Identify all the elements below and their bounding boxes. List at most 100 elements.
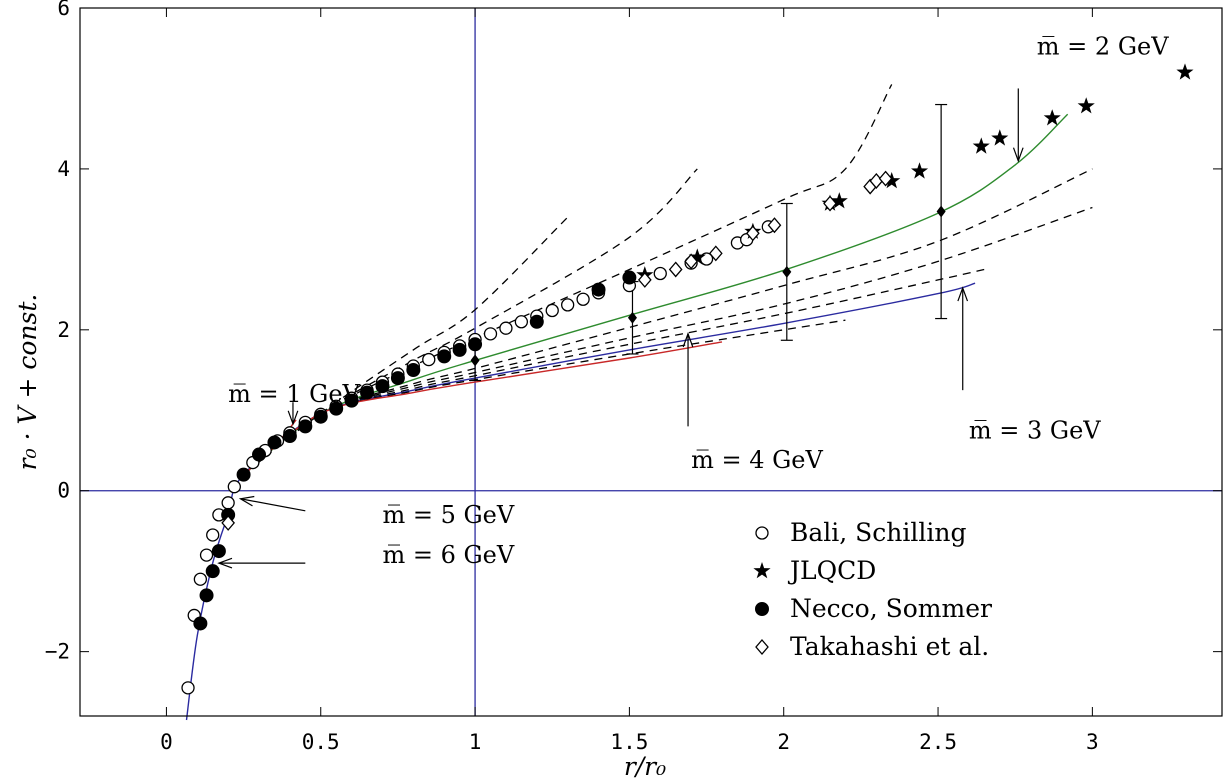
open-diamond-point (684, 253, 698, 270)
solid-curve (243, 341, 723, 476)
open-circle-point (483, 327, 498, 341)
filled-circle-point (282, 429, 297, 444)
x-axis-label: r/r₀ (624, 752, 666, 781)
open-diamond-icon (755, 639, 769, 655)
open-diamond-point (708, 245, 723, 262)
x-tick-label: 0.5 (302, 730, 340, 754)
star-point (1077, 97, 1095, 114)
open-circle-point (545, 303, 559, 318)
star-point (883, 172, 901, 189)
star-point (991, 129, 1009, 146)
plot-frame (79, 7, 1223, 717)
y-tick-label: −2 (45, 640, 70, 664)
dashed-curve (243, 168, 698, 476)
star-icon (753, 562, 771, 579)
filled-circle-point (591, 282, 606, 297)
open-diamond-point (745, 225, 760, 242)
error-bars (469, 103, 948, 382)
y-tick-label: 0 (57, 479, 70, 503)
errorbar-point (782, 265, 792, 278)
x-tick-label: 0 (160, 730, 173, 754)
solid-curve (185, 282, 976, 721)
star-point (1043, 109, 1061, 126)
annotation-arrowhead (287, 410, 299, 426)
open-circle-icon (755, 526, 769, 540)
legend-label: Bali, Schilling (790, 518, 966, 547)
errorbar-point (627, 311, 637, 324)
star-point (1176, 63, 1194, 80)
open-circle-point (227, 480, 241, 494)
star-point (688, 248, 706, 265)
filled-circle-point (199, 588, 214, 603)
annotations: m̅ = 1 GeV m̅ = 2 GeV m̅ = 3 GeV m̅ = 4 GeV… (217, 33, 1169, 569)
star-point (972, 137, 990, 154)
y-tick-label: 4 (57, 157, 70, 181)
filled-circle-point (313, 409, 328, 424)
filled-circle-point (329, 401, 344, 416)
filled-circle-point (437, 349, 452, 364)
annotation-arrowhead (1012, 147, 1024, 163)
x-tick-label: 2.5 (919, 730, 957, 754)
open-circle-point (193, 572, 208, 586)
legend-label: Necco, Sommer (790, 594, 992, 623)
x-tick-label: 1.5 (610, 730, 648, 754)
x-tick-label: 3 (1086, 730, 1099, 754)
annotation-label: m̅ = 5 GeV (382, 501, 514, 529)
open-diamond-point (221, 514, 236, 531)
annotation-label: m̅ = 1 GeV (228, 380, 360, 408)
open-circle-point (422, 352, 436, 367)
star-point (830, 192, 848, 209)
y-axis-label: r₀ · V + const. (13, 294, 42, 471)
filled-circle-point (344, 393, 359, 408)
filled-circle-point (211, 544, 226, 559)
open-circle-point (221, 496, 235, 510)
open-circle-point (206, 528, 220, 542)
filled-circle-point (529, 314, 544, 329)
filled-circle-point (360, 385, 375, 400)
dashed-curve (243, 268, 985, 476)
annotation-arrow (240, 498, 306, 512)
filled-circle-point (236, 467, 251, 482)
open-diamond-point (767, 217, 782, 234)
open-circle-point (181, 681, 195, 695)
errorbar-point (936, 205, 946, 218)
open-diamond-point (823, 195, 837, 212)
filled-circle-point (298, 419, 313, 434)
errorbar-point (470, 354, 480, 367)
open-circle-point (576, 292, 590, 306)
annotation-arrowhead (217, 557, 233, 569)
axis-ticks: 0 0.5 1 1.5 2 2.5 3 −2 0 2 4 6 (45, 0, 1222, 754)
open-circle-point (561, 298, 575, 312)
x-tick-label: 1 (469, 730, 482, 754)
filled-circle-point (375, 379, 390, 394)
dashed-curve (243, 84, 893, 476)
open-circle-point (499, 321, 513, 335)
dashed-curve (243, 206, 1093, 476)
filled-circle-point (452, 342, 467, 357)
y-tick-label: 6 (57, 0, 70, 20)
open-diamond-point (637, 271, 652, 288)
x-tick-label: 2 (777, 730, 790, 754)
annotation-label: m̅ = 2 GeV (1037, 33, 1169, 61)
dashed-curve (243, 168, 1093, 476)
filled-circle-icon (755, 602, 769, 616)
dashed-curve (243, 216, 569, 476)
annotation-arrowhead (682, 332, 694, 348)
annotation-arrowhead (957, 286, 969, 302)
legend: Bali, Schilling JLQCD Necco, Sommer Takahas… (753, 518, 992, 661)
filled-circle-point (267, 435, 282, 450)
filled-circle-point (252, 447, 267, 462)
annotation-label: m̅ = 3 GeV (969, 416, 1101, 444)
filled-circle-point (468, 337, 483, 352)
y-tick-label: 2 (57, 318, 70, 342)
star-point (911, 162, 929, 179)
solid-curve (243, 113, 1069, 476)
annotation-label: m̅ = 6 GeV (382, 541, 514, 569)
filled-circle-point (390, 371, 405, 386)
annotation-arrowhead (238, 495, 255, 507)
filled-circle-point (622, 270, 637, 285)
legend-label: Takahashi et al. (790, 632, 989, 661)
open-circle-point (199, 548, 214, 562)
filled-circle-point (205, 564, 220, 579)
